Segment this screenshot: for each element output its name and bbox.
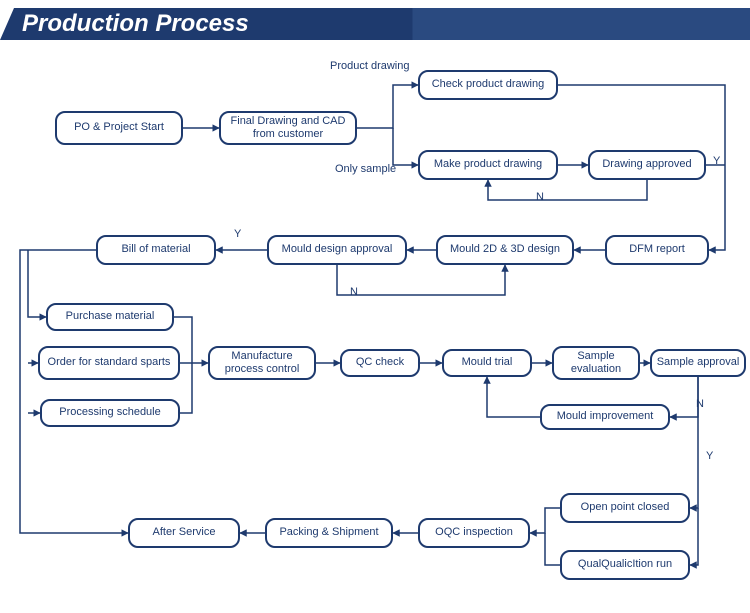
edge-label-2: Y <box>713 155 720 167</box>
header-accent <box>0 8 14 40</box>
node-sample_eval: Sample evaluation <box>552 346 640 380</box>
node-make_drawing: Make product drawing <box>418 150 558 180</box>
edge-1 <box>357 85 418 128</box>
node-drawing_approved: Drawing approved <box>588 150 706 180</box>
edge-label-7: Y <box>706 450 713 462</box>
node-processing: Processing schedule <box>40 399 180 427</box>
node-qc_check: QC check <box>340 349 420 377</box>
edge-label-4: Y <box>234 228 241 240</box>
edge-6 <box>488 180 647 200</box>
edge-23 <box>487 377 540 417</box>
node-po_start: PO & Project Start <box>55 111 183 145</box>
node-mould_improve: Mould improvement <box>540 404 670 430</box>
node-mfg_control: Manufacture process control <box>208 346 316 380</box>
edge-26 <box>530 508 560 533</box>
node-sample_approval: Sample approval <box>650 349 746 377</box>
node-qual_run: QualQualicItion run <box>560 550 690 580</box>
header: Production Process <box>0 8 750 40</box>
edge-12 <box>28 250 46 317</box>
edge-27 <box>545 533 560 565</box>
node-dfm: DFM report <box>605 235 709 265</box>
edge-10 <box>337 265 505 295</box>
edge-label-3: N <box>536 191 544 203</box>
node-purchase: Purchase material <box>46 303 174 331</box>
edge-25 <box>690 508 698 565</box>
node-mould_design: Mould 2D & 3D design <box>436 235 574 265</box>
node-oqc: OQC inspection <box>418 518 530 548</box>
node-order_parts: Order for standard sparts <box>38 346 180 380</box>
flowchart-canvas: Production Process PO & Project Start Fin… <box>0 0 750 613</box>
edge-label-1: Only sample <box>335 163 396 175</box>
header-title: Production Process <box>22 8 249 40</box>
node-after_service: After Service <box>128 518 240 548</box>
node-mould_approval: Mould design approval <box>267 235 407 265</box>
edge-label-0: Product drawing <box>330 60 410 72</box>
edge-2 <box>393 128 418 165</box>
node-final_drawing: Final Drawing and CAD from customer <box>219 111 357 145</box>
node-open_point: Open point closed <box>560 493 690 523</box>
edge-24 <box>690 377 698 508</box>
edge-label-5: N <box>350 286 358 298</box>
edge-22 <box>670 377 698 417</box>
node-mould_trial: Mould trial <box>442 349 532 377</box>
node-check_drawing: Check product drawing <box>418 70 558 100</box>
node-packing: Packing & Shipment <box>265 518 393 548</box>
edge-label-6: N <box>696 398 704 410</box>
node-bom: Bill of material <box>96 235 216 265</box>
edge-17 <box>180 363 192 413</box>
edge-11 <box>20 250 128 533</box>
